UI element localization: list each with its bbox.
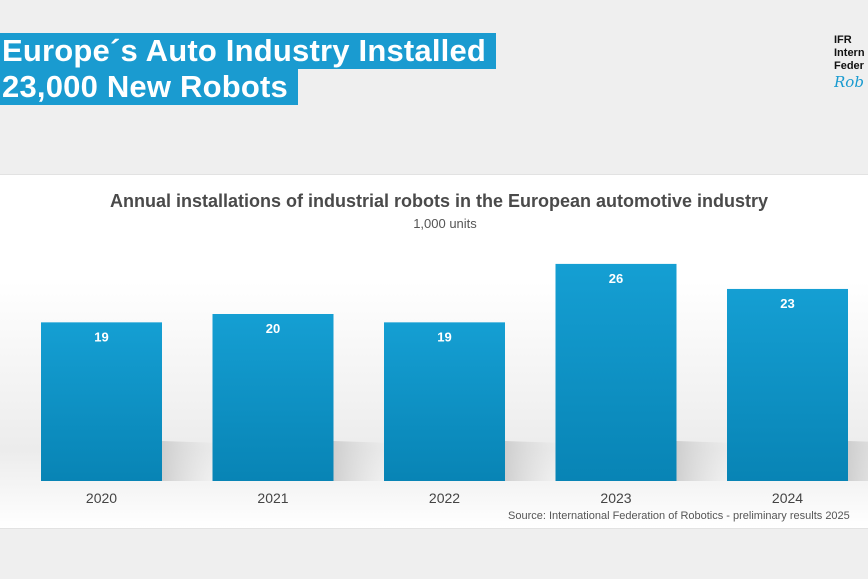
bar-chart: 19 20 19 26 23 2020 2021 2022 2023 2024 xyxy=(41,263,868,506)
value-label: 23 xyxy=(780,296,794,311)
category-label: 2022 xyxy=(429,490,460,506)
logo-line-3: Feder xyxy=(834,60,864,72)
value-label: 19 xyxy=(94,329,108,344)
value-label: 26 xyxy=(609,271,623,286)
category-labels-group: 2020 2021 2022 2023 2024 xyxy=(86,490,803,506)
bar-2024 xyxy=(727,288,848,481)
source-note: Source: International Federation of Robo… xyxy=(508,510,850,522)
chart-subtitle: 1,000 units xyxy=(413,216,477,231)
bars-group xyxy=(41,263,848,481)
logo-script: Rob xyxy=(834,73,864,91)
slide-title-line-1: Europe´s Auto Industry Installed xyxy=(0,33,497,69)
value-label: 20 xyxy=(266,321,280,336)
category-label: 2024 xyxy=(772,490,803,506)
bar-shadow xyxy=(848,441,868,481)
bar-shadows xyxy=(162,441,868,481)
bar-shadow xyxy=(505,441,565,481)
ifr-logo: IFR Intern Feder Rob xyxy=(834,34,868,96)
category-label: 2023 xyxy=(600,490,631,506)
logo-line-1: IFR xyxy=(834,34,852,46)
slide-title: Europe´s Auto Industry Installed 23,000 … xyxy=(0,33,497,105)
bar-2021 xyxy=(212,314,334,481)
logo-line-2: Intern xyxy=(834,47,865,59)
bar-shadow xyxy=(162,441,222,481)
bar-shadow xyxy=(333,441,394,481)
bar-2023 xyxy=(555,263,677,481)
bar-2022 xyxy=(384,322,505,481)
category-label: 2020 xyxy=(86,490,117,506)
chart-panel: Annual installations of industrial robot… xyxy=(0,174,868,529)
chart-title: Annual installations of industrial robot… xyxy=(109,191,769,211)
slide-title-line-2: 23,000 New Robots xyxy=(0,69,298,105)
bar-shadow xyxy=(676,441,737,481)
category-label: 2021 xyxy=(257,490,288,506)
value-labels-group: 19 20 19 26 23 xyxy=(94,271,794,344)
bar-2020 xyxy=(41,322,162,481)
value-label: 19 xyxy=(437,329,451,344)
